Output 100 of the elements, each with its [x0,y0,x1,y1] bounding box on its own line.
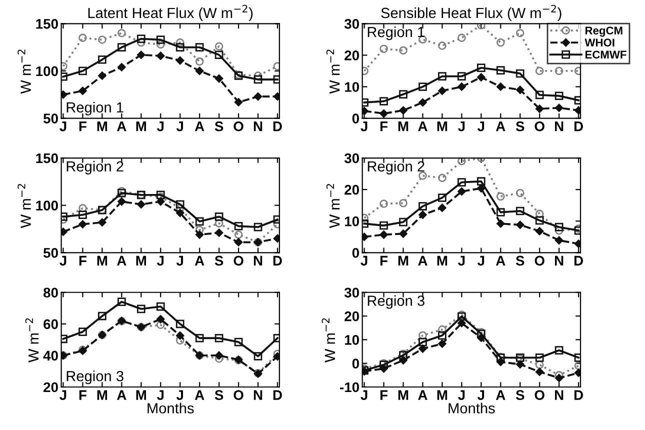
y-tick-label: 0 [352,114,359,124]
y-tick-label: 50 [43,248,58,258]
y-tick-label: 50 [43,114,58,124]
x-tick-label: A [194,256,204,266]
x-tick-label: J [360,122,368,132]
annotation: Region 1 [66,102,124,116]
x-tick-label: J [176,256,184,266]
y-tick-label: 30 [344,288,359,298]
annotation: Region 2 [368,160,424,174]
x-tick-label: F [380,390,388,400]
x-tick-label: S [214,390,224,400]
legend-label: RegCM [585,26,622,37]
x-tick-label: N [554,256,564,266]
chart-title: Latent Heat Flux (W m$^{−2}$) [88,4,253,21]
x-tick-label: J [156,256,164,266]
x-tick-label: J [458,122,465,132]
chart-title: Sensible Heat Flux (W m$^{−2}$) [381,4,562,21]
y-tick-label: 80 [43,288,58,298]
x-tick-label: A [116,390,126,400]
x-tick-label: F [79,256,86,266]
y-tick-label: 40 [43,350,58,361]
y-tick-label: 100 [36,66,58,76]
x-tick-label: M [97,122,108,132]
x-tick-label: A [496,390,506,400]
x-tick-label: S [516,256,524,266]
x-tick-label: N [554,390,564,400]
x-tick-label: M [97,390,108,400]
x-tick-label: N [254,390,262,400]
x-tick-label: A [194,390,204,400]
x-tick-label: J [156,122,164,132]
x-tick-label: J [156,390,164,400]
y-tick-label: 10 [344,335,359,345]
y-tick-label: 10 [344,216,359,226]
y-axis-title: W m$^{−2}$ [322,318,335,362]
y-tick-label: 20 [44,382,58,392]
x-tick-label: O [234,121,244,132]
x-tick-label: D [273,122,282,132]
legend-label: WHOI [584,38,614,47]
y-axis-title: W m$^{−2}$ [25,318,39,362]
y-axis-title: W m$^{−2}$ [326,50,340,94]
x-tick-label: F [380,122,388,132]
x-tick-label: J [478,122,484,132]
x-tick-label: A [418,256,428,266]
x-tick-label: D [574,390,583,400]
x-tick-label: N [554,122,564,132]
x-tick-label: D [574,122,583,132]
x-tick-label: F [79,122,86,132]
x-tick-label: M [136,390,146,400]
y-tick-label: 10 [344,82,359,92]
x-tick-label: M [437,122,448,132]
x-tick-label: M [136,256,146,266]
x-tick-label: M [398,122,408,132]
y-tick-label: 20 [344,50,359,60]
legend-label: ECMWF [585,50,626,59]
x-tick-label: J [176,390,184,400]
x-tick-label: A [194,122,204,132]
x-tick-label: J [176,122,184,132]
x-tick-label: J [360,256,368,266]
x-tick-label: J [478,256,484,266]
x-tick-label: J [60,390,66,400]
x-tick-label: M [136,122,146,132]
x-tick-label: A [496,256,506,266]
x-tick-label: N [254,256,262,266]
x-tick-label: J [458,256,465,266]
x-tick-label: A [418,122,428,132]
x-tick-label: M [398,256,408,266]
x-tick-label: M [437,256,448,266]
y-tick-label: 20 [344,311,359,322]
y-tick-label: 20 [344,184,359,195]
x-tick-label: J [478,390,484,400]
x-tick-label: O [534,256,544,266]
y-tick-label: 30 [344,153,359,164]
y-tick-label: 60 [44,319,58,330]
x-tick-label: M [437,390,448,400]
x-tick-label: O [534,390,544,400]
x-tick-label: S [516,121,524,132]
y-tick-label: 30 [344,18,359,29]
y-tick-label: 100 [36,200,58,210]
x-tick-label: A [496,122,506,132]
x-tick-label: D [273,390,282,400]
x-tick-label: F [380,256,388,266]
annotation: Region 3 [368,295,424,309]
x-tick-label: D [574,256,583,266]
x-tick-label: A [418,390,428,400]
annotation: Region 3 [66,370,124,384]
x-tick-label: A [116,256,126,266]
y-axis-title: W m$^{−2}$ [326,184,340,228]
x-tick-label: J [60,256,66,266]
x-tick-label: S [214,256,224,266]
x-axis-title: Months [148,402,194,414]
x-tick-label: J [60,122,66,132]
x-tick-label: J [360,390,368,400]
x-axis-title: Months [448,402,495,414]
x-tick-label: D [273,256,282,266]
x-tick-label: F [79,390,86,400]
x-tick-label: S [214,121,224,132]
x-tick-label: A [116,122,126,132]
x-tick-label: N [254,122,262,132]
x-tick-label: O [234,256,244,266]
y-tick-label: 0 [352,248,359,258]
